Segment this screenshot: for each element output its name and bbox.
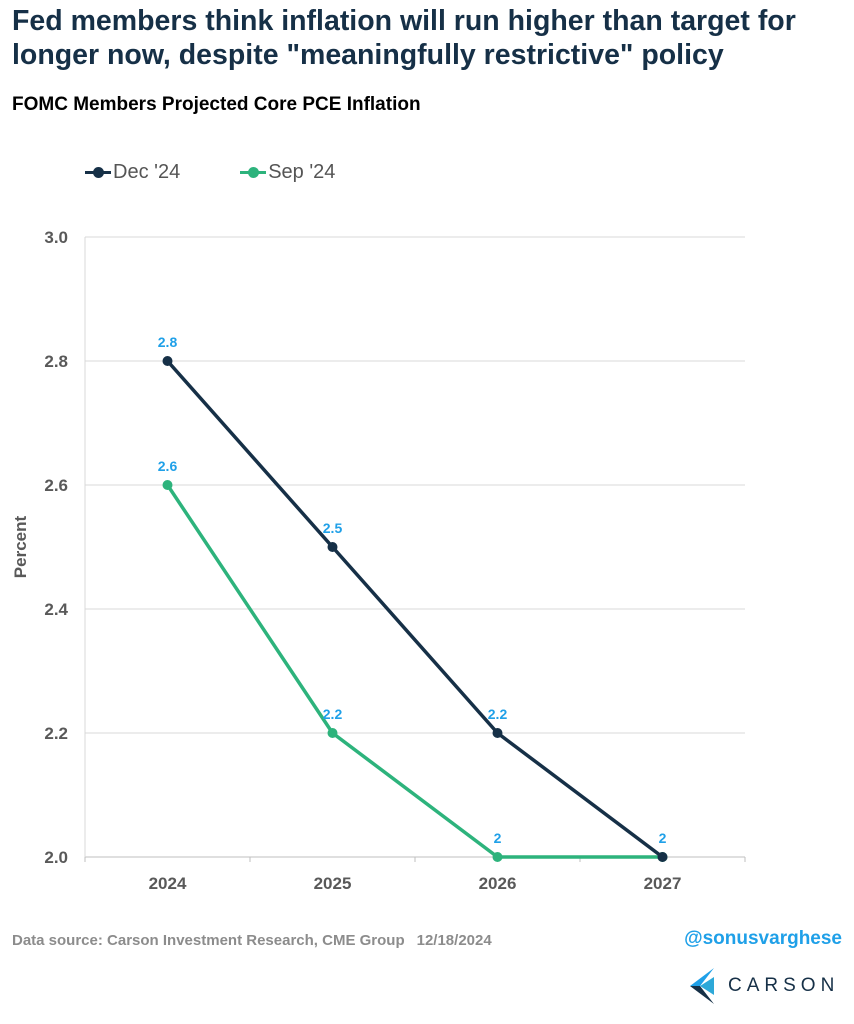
legend-swatch-sep24 (240, 166, 267, 178)
data-label: 2.6 (158, 458, 178, 474)
data-point (327, 542, 338, 552)
data-point (492, 852, 503, 862)
x-tick-label: 2027 (644, 874, 682, 893)
legend-label-sep24: Sep '24 (268, 160, 336, 183)
data-date: 12/18/2024 (416, 932, 492, 949)
data-point (162, 356, 173, 366)
y-tick-label: 2.2 (44, 724, 68, 743)
legend: Dec '24 Sep '24 (85, 158, 395, 186)
y-tick-label: 2.6 (44, 476, 68, 495)
x-tick-label: 2026 (479, 874, 517, 893)
y-tick-label: 3.0 (44, 228, 68, 247)
data-label: 2 (659, 830, 667, 846)
x-tick-label: 2024 (149, 874, 187, 893)
legend-item-dec24: Dec '24 (85, 161, 180, 184)
data-point (492, 728, 503, 738)
data-label: 2.8 (158, 334, 178, 350)
data-point (657, 852, 668, 862)
carson-logo: CARSON (690, 968, 839, 1004)
legend-item-sep24: Sep '24 (240, 161, 335, 184)
data-label: 2.2 (323, 706, 343, 722)
data-point (327, 728, 338, 738)
data-source-text: Data source: Carson Investment Research,… (12, 932, 405, 949)
y-tick-label: 2.4 (44, 600, 68, 619)
data-source: Data source: Carson Investment Research,… (12, 932, 492, 949)
series-line-sep24 (166, 484, 663, 859)
twitter-handle: @sonusvarghese (684, 928, 842, 949)
x-tick-label: 2025 (314, 874, 352, 893)
y-tick-label: 2.0 (44, 848, 68, 867)
data-point (162, 480, 173, 490)
data-label: 2.2 (488, 706, 508, 722)
series-line-dec24 (166, 359, 664, 859)
y-tick-label: 2.8 (44, 352, 68, 371)
carson-logo-icon (690, 968, 714, 1004)
data-label: 2.5 (323, 520, 343, 536)
data-label: 2 (494, 830, 502, 846)
legend-label-dec24: Dec '24 (113, 160, 181, 183)
headline: Fed members think inflation will run hig… (12, 5, 796, 71)
chart-title: FOMC Members Projected Core PCE Inflatio… (12, 94, 421, 115)
legend-swatch-dec24 (85, 166, 111, 178)
y-axis-title: Percent (11, 515, 30, 578)
carson-logo-text: CARSON (728, 975, 840, 996)
